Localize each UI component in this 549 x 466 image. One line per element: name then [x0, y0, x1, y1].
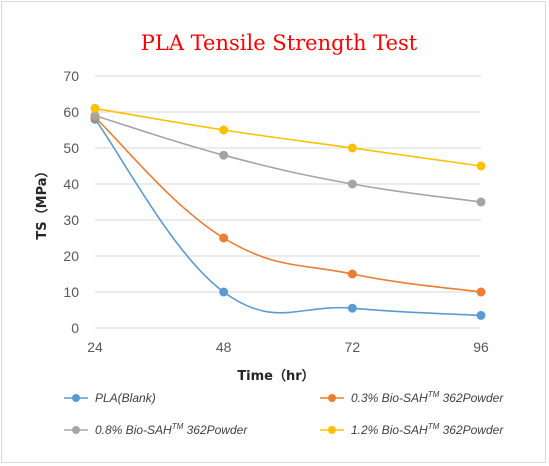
data-point [219, 125, 229, 135]
series-line-1 [94, 118, 482, 317]
series-line-3 [94, 114, 482, 203]
x-axis-ticks: 24 48 72 96 [87, 339, 489, 355]
y-tick-label: 50 [63, 140, 79, 156]
legend-marker [328, 426, 336, 434]
data-point [90, 111, 100, 121]
data-point [90, 103, 100, 113]
legend-series-suffix: 362Powder [439, 423, 504, 437]
y-tick-label: 70 [63, 68, 79, 84]
chart-title: PLA Tensile Strength Test [141, 31, 418, 55]
series-line-4 [94, 107, 482, 167]
legend-marker [328, 394, 336, 402]
legend-item: 0.3% Bio-SAHTM 362Powder [320, 390, 504, 405]
legend-item: PLA(Blank) [64, 391, 156, 405]
legend-item: 0.8% Bio-SAHTM 362Powder [64, 422, 248, 437]
data-point [476, 197, 486, 207]
data-point [219, 287, 229, 297]
legend-label: 1.2% Bio-SAHTM 362Powder [351, 422, 504, 437]
y-tick-label: 20 [63, 248, 79, 264]
series-line-2 [94, 116, 482, 293]
y-tick-label: 60 [63, 104, 79, 120]
legend-label: PLA(Blank) [95, 391, 156, 405]
data-point [347, 179, 357, 189]
data-point [476, 161, 486, 171]
x-tick-label: 24 [87, 339, 103, 355]
series-points [90, 103, 486, 320]
legend-trademark: TM [428, 422, 440, 431]
y-axis-ticks: 0 10 20 30 40 50 60 70 [63, 68, 79, 336]
y-tick-label: 10 [63, 284, 79, 300]
data-point [476, 310, 486, 320]
legend-marker [72, 426, 80, 434]
data-point [347, 143, 357, 153]
data-point [219, 150, 229, 160]
x-tick-label: 48 [216, 339, 232, 355]
legend-label: 0.3% Bio-SAHTM 362Powder [351, 390, 504, 405]
x-tick-label: 72 [345, 339, 361, 355]
legend-marker [72, 394, 80, 402]
y-tick-label: 40 [63, 176, 79, 192]
data-point [347, 303, 357, 313]
legend-series-name: PLA(Blank) [95, 391, 156, 405]
y-tick-label: 30 [63, 212, 79, 228]
series-lines [94, 107, 482, 317]
data-point [347, 269, 357, 279]
data-point [476, 287, 486, 297]
x-tick-label: 96 [473, 339, 489, 355]
legend-series-suffix: 362Powder [439, 391, 504, 405]
legend-label: 0.8% Bio-SAHTM 362Powder [95, 422, 248, 437]
x-axis-title: Time（hr） [237, 368, 314, 384]
gridlines [95, 75, 481, 329]
y-tick-label: 0 [71, 320, 79, 336]
legend-trademark: TM [172, 422, 184, 431]
data-point [219, 233, 229, 243]
legend-series-suffix: 362Powder [183, 423, 248, 437]
legend-item: 1.2% Bio-SAHTM 362Powder [320, 422, 504, 437]
legend-trademark: TM [428, 390, 440, 399]
legend-series-name: 0.8% Bio-SAH [95, 423, 172, 437]
legend-series-name: 1.2% Bio-SAH [351, 423, 428, 437]
legend-series-name: 0.3% Bio-SAH [351, 391, 428, 405]
y-axis-title: TS（MPa） [34, 164, 50, 239]
